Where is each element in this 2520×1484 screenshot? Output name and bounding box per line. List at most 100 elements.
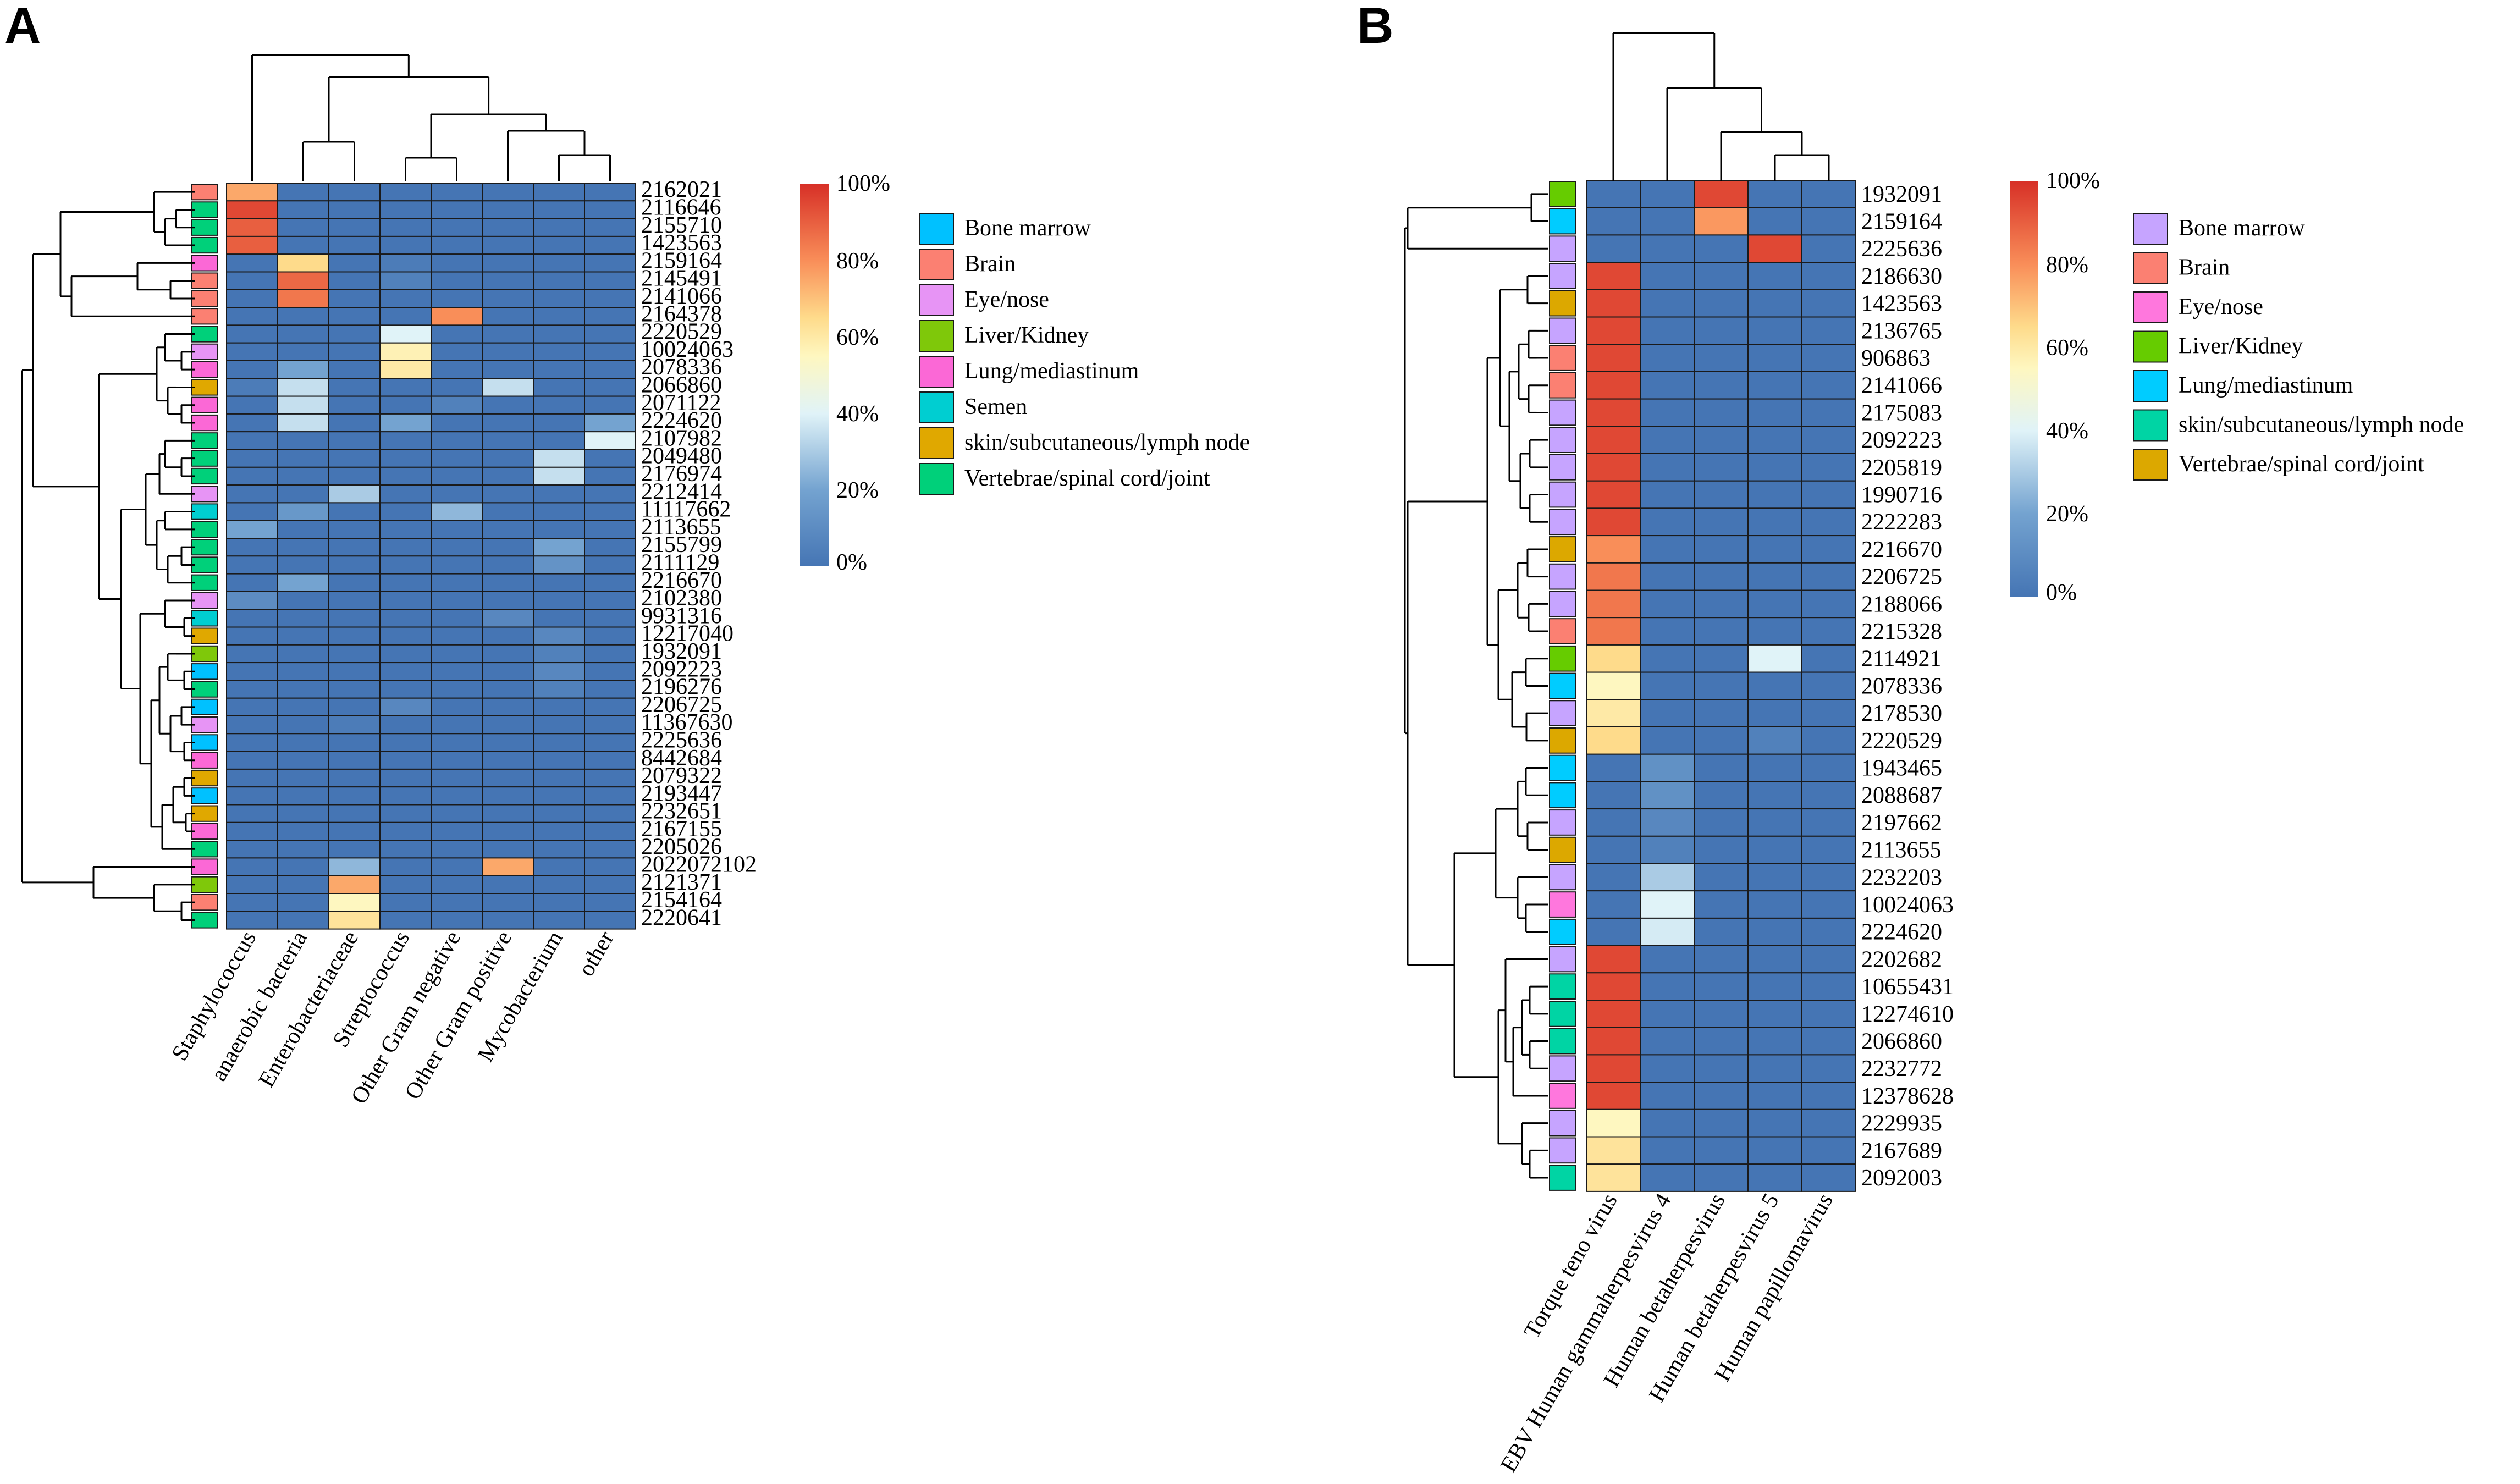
- row-label: 2175083: [1861, 400, 1942, 426]
- heatmap-cell: [1801, 1163, 1856, 1192]
- heatmap-cell: [277, 893, 329, 912]
- heatmap-cell: [277, 555, 329, 575]
- heatmap-cell: [328, 342, 381, 362]
- row-label: 2167155: [641, 817, 722, 842]
- row-group-swatch: [1549, 536, 1576, 562]
- heatmap-cell: [226, 680, 278, 699]
- heatmap-cell: [1747, 207, 1802, 236]
- heatmap-cell: [1747, 453, 1802, 482]
- heatmap-cell: [379, 271, 432, 290]
- heatmap-cell: [226, 378, 278, 397]
- scale-tick-label: 0%: [836, 550, 867, 575]
- row-group-swatch: [1549, 618, 1576, 644]
- row-group-swatch: [191, 450, 218, 467]
- legend-label: Lung/mediastinum: [964, 358, 1139, 384]
- heatmap-cell: [1586, 207, 1641, 236]
- legend-swatch: [2133, 330, 2168, 363]
- heatmap-cell: [277, 609, 329, 628]
- scale-tick-label: 20%: [2046, 501, 2088, 527]
- legend-swatch: [919, 463, 954, 495]
- heatmap-cell: [1586, 262, 1641, 290]
- heatmap-cell: [1747, 234, 1802, 263]
- row-group-swatch: [1549, 891, 1576, 918]
- row-label: 2224620: [1861, 920, 1942, 945]
- heatmap-cell: [226, 609, 278, 628]
- heatmap-cell: [1586, 316, 1641, 345]
- row-group-swatch: [1549, 918, 1576, 945]
- legend-swatch: [919, 391, 954, 423]
- heatmap-cell: [482, 502, 534, 521]
- heatmap-cell: [533, 538, 585, 557]
- heatmap-cell: [482, 538, 534, 557]
- heatmap-cell: [431, 555, 483, 575]
- heatmap-cell: [1801, 726, 1856, 755]
- heatmap-cell: [328, 697, 381, 716]
- heatmap-cell: [1747, 398, 1802, 427]
- heatmap-cell: [431, 253, 483, 273]
- heatmap-cell: [1747, 180, 1802, 208]
- heatmap-cell: [584, 235, 636, 255]
- heatmap-cell: [431, 235, 483, 255]
- heatmap-cell: [584, 413, 636, 433]
- heatmap-cell: [328, 502, 381, 521]
- heatmap-cell: [584, 307, 636, 326]
- heatmap-cell: [1586, 453, 1641, 482]
- row-label: 2202682: [1861, 947, 1942, 972]
- heatmap-cell: [1640, 1108, 1695, 1138]
- row-group-swatch: [191, 432, 218, 449]
- heatmap-cell: [1801, 371, 1856, 400]
- heatmap-cell: [1640, 917, 1695, 946]
- heatmap-cell: [277, 715, 329, 735]
- heatmap-cell: [482, 786, 534, 806]
- heatmap-cell: [226, 307, 278, 326]
- color-scale-bar: [2010, 181, 2038, 597]
- heatmap-cell: [1747, 371, 1802, 400]
- heatmap-cell: [277, 431, 329, 450]
- row-group-swatch: [191, 184, 218, 201]
- heatmap-cell: [584, 751, 636, 770]
- heatmap-cell: [1801, 262, 1856, 290]
- heatmap-cell: [431, 324, 483, 344]
- row-group-swatch: [1549, 672, 1576, 699]
- scale-tick-label: 80%: [836, 249, 879, 274]
- row-label: 2092223: [641, 657, 722, 682]
- heatmap-cell: [328, 431, 381, 450]
- heatmap-cell: [379, 466, 432, 486]
- heatmap-cell: [584, 840, 636, 859]
- heatmap-cell: [482, 218, 534, 237]
- heatmap-cell: [584, 271, 636, 290]
- heatmap-cell: [1801, 753, 1856, 782]
- heatmap-cell: [482, 573, 534, 592]
- row-group-swatch: [191, 841, 218, 858]
- heatmap-cell: [226, 235, 278, 255]
- heatmap-cell: [226, 183, 278, 202]
- heatmap-cell: [431, 786, 483, 806]
- heatmap-cell: [277, 911, 329, 930]
- heatmap-cell: [431, 626, 483, 646]
- heatmap-cell: [431, 271, 483, 290]
- row-label: 1423563: [1861, 291, 1942, 317]
- heatmap-cell: [277, 200, 329, 219]
- heatmap-cell: [379, 431, 432, 450]
- row-group-swatch: [191, 272, 218, 289]
- heatmap-cell: [1694, 234, 1749, 263]
- heatmap-cell: [1586, 617, 1641, 646]
- heatmap-cell: [1694, 1082, 1749, 1110]
- heatmap-cell: [1747, 699, 1802, 728]
- heatmap-cell: [482, 911, 534, 930]
- row-label: 2178530: [1861, 701, 1942, 726]
- heatmap-cell: [533, 342, 585, 362]
- heatmap-cell: [482, 360, 534, 379]
- row-label: 2145491: [641, 266, 722, 291]
- heatmap-cell: [533, 555, 585, 575]
- heatmap-cell: [533, 786, 585, 806]
- row-group-swatch: [191, 627, 218, 644]
- heatmap-cell: [226, 857, 278, 876]
- heatmap-cell: [328, 626, 381, 646]
- heatmap-cell: [1694, 535, 1749, 564]
- heatmap-cell: [277, 591, 329, 610]
- row-label: 2049480: [641, 444, 722, 469]
- row-label: 2193447: [641, 781, 722, 806]
- heatmap-cell: [277, 662, 329, 681]
- heatmap-cell: [328, 804, 381, 823]
